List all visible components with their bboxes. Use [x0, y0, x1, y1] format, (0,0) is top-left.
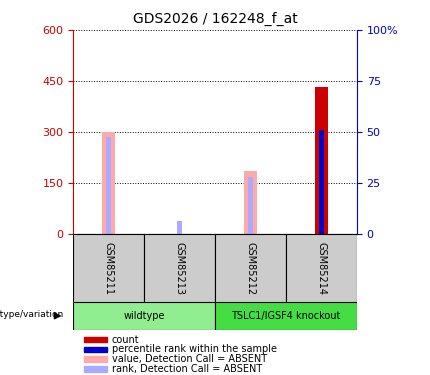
Bar — [73, 302, 215, 330]
Text: GSM85211: GSM85211 — [104, 242, 114, 295]
Bar — [286, 234, 357, 302]
Text: GSM85212: GSM85212 — [246, 242, 255, 295]
Bar — [84, 346, 108, 352]
Bar — [84, 357, 108, 362]
Bar — [215, 234, 286, 302]
Bar — [73, 234, 144, 302]
Text: percentile rank within the sample: percentile rank within the sample — [112, 344, 276, 354]
Bar — [84, 337, 108, 342]
Text: count: count — [112, 334, 139, 345]
Bar — [319, 130, 324, 234]
Bar — [106, 137, 111, 234]
Bar — [215, 302, 357, 330]
Text: wildtype: wildtype — [123, 311, 165, 321]
Bar — [248, 177, 253, 234]
Text: TSLC1/IGSF4 knockout: TSLC1/IGSF4 knockout — [231, 311, 341, 321]
Text: genotype/variation: genotype/variation — [0, 310, 64, 319]
Bar — [315, 87, 328, 234]
Bar — [144, 234, 215, 302]
Text: GSM85213: GSM85213 — [175, 242, 184, 295]
Text: GSM85214: GSM85214 — [316, 242, 326, 295]
Title: GDS2026 / 162248_f_at: GDS2026 / 162248_f_at — [132, 12, 298, 26]
Bar — [102, 132, 115, 234]
Bar — [177, 221, 182, 234]
Bar — [244, 171, 257, 234]
Text: value, Detection Call = ABSENT: value, Detection Call = ABSENT — [112, 354, 267, 364]
Bar — [84, 366, 108, 372]
Text: rank, Detection Call = ABSENT: rank, Detection Call = ABSENT — [112, 364, 262, 374]
